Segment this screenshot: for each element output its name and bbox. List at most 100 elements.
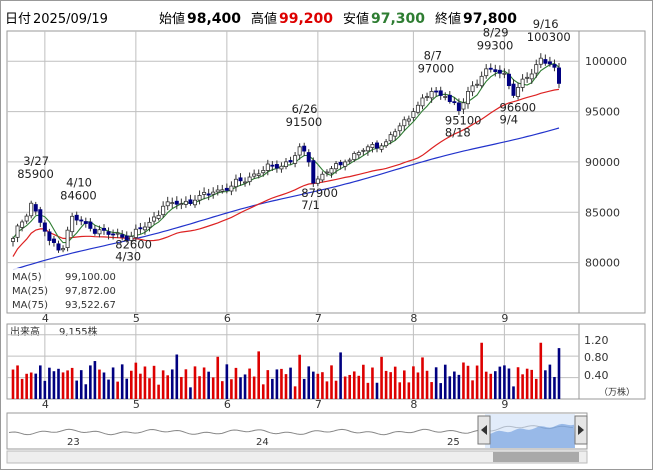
low-label: 安値	[343, 11, 369, 27]
volume-bar	[39, 365, 42, 399]
price-axis-area	[578, 30, 646, 314]
price-tick-label: 90000	[585, 156, 620, 169]
volume-bar	[148, 378, 151, 399]
volume-bar	[70, 367, 74, 399]
volume-bar	[343, 376, 347, 399]
navigator-year-23: 23	[67, 437, 80, 448]
candle-down	[206, 193, 211, 196]
volume-bar	[34, 373, 38, 399]
month-label: 6	[224, 398, 231, 411]
candle-up	[402, 119, 407, 127]
volume-bar	[93, 361, 97, 399]
navigator-left-handle[interactable]	[477, 415, 491, 445]
annotation-price: 91500	[286, 115, 323, 129]
candle-down	[306, 152, 311, 163]
candle-down	[302, 145, 307, 152]
scrollbar-track[interactable]	[6, 450, 588, 464]
candle-up	[183, 200, 188, 205]
volume-bar	[307, 366, 311, 399]
volume-bar	[16, 365, 19, 399]
month-label: 5	[133, 398, 140, 411]
annotation-price: 84600	[60, 188, 97, 202]
volume-bar	[302, 378, 306, 399]
navigator-right-handle[interactable]	[574, 415, 588, 445]
volume-bar	[170, 369, 174, 399]
volume-bar	[266, 370, 270, 399]
volume-bar	[207, 371, 210, 399]
candle-down	[488, 67, 493, 70]
chevron-right-icon	[578, 425, 584, 435]
candle-up	[147, 221, 152, 228]
candle-up	[229, 185, 234, 192]
candle-up	[329, 168, 334, 174]
volume-bar	[439, 383, 442, 399]
volume-bar	[525, 368, 529, 399]
candle-down	[138, 227, 143, 230]
candle-up	[156, 214, 161, 219]
volume-bar	[134, 362, 138, 399]
month-label: 4	[42, 312, 49, 325]
candle-down	[224, 187, 229, 191]
volume-bar	[339, 352, 342, 399]
annotation-price: 87900	[301, 186, 338, 200]
candle-up	[142, 226, 147, 231]
date-label: 日付	[5, 12, 31, 27]
ma25-line	[12, 88, 560, 257]
candle-down	[447, 94, 452, 102]
volume-bar	[494, 371, 497, 399]
navigator[interactable]: 23 24 25	[6, 412, 588, 450]
volume-tick-1: 1.20	[584, 334, 609, 347]
annotation-date: 9/4	[500, 112, 519, 126]
scrollbar-thumb[interactable]	[493, 452, 579, 462]
volume-bar	[321, 372, 324, 399]
candle-up	[534, 64, 539, 74]
candle-up	[465, 91, 470, 105]
volume-bar	[407, 382, 411, 399]
candle-up	[29, 202, 34, 217]
volume-bar	[243, 374, 247, 399]
volume-bar	[389, 372, 392, 399]
candle-down	[111, 233, 116, 236]
candle-down	[56, 243, 61, 251]
volume-bar	[193, 366, 197, 399]
volume-bar	[257, 351, 260, 399]
navigator-year-25: 25	[447, 437, 460, 448]
candle-down	[506, 73, 511, 87]
candle-down	[38, 209, 43, 223]
candle-up	[133, 228, 138, 238]
volume-bar	[289, 367, 292, 399]
candle-up	[343, 161, 348, 167]
candle-up	[10, 238, 15, 242]
volume-bar	[430, 382, 433, 399]
volume-bar	[107, 379, 110, 399]
volume-bar	[157, 384, 160, 399]
volume-value: 9,155株	[59, 325, 98, 338]
candle-down	[543, 59, 548, 64]
candle-up	[202, 191, 207, 195]
volume-bar	[139, 373, 142, 399]
month-label: 7	[315, 398, 322, 411]
candle-up	[397, 125, 402, 132]
volume-bar	[248, 368, 251, 399]
candle-up	[252, 173, 257, 177]
candle-up	[379, 145, 384, 150]
volume-bar	[371, 367, 374, 399]
volume-bar	[293, 386, 297, 399]
candle-up	[352, 153, 357, 160]
volume-bar	[352, 371, 356, 399]
volume-bar	[175, 354, 179, 399]
volume-bar	[534, 378, 538, 399]
volume-bar	[275, 369, 279, 399]
volume-bar	[375, 382, 379, 399]
volume-bar	[280, 368, 283, 399]
volume-bar	[79, 370, 83, 399]
candle-up	[415, 104, 420, 113]
annotation-price: 82600	[115, 237, 152, 251]
candle-up	[161, 205, 166, 216]
candle-up	[334, 163, 339, 170]
navigator-selection-area	[490, 423, 575, 448]
legend-ma75-label: MA(75)	[12, 300, 48, 311]
scrollbar[interactable]	[6, 450, 588, 464]
candle-down	[552, 64, 557, 68]
